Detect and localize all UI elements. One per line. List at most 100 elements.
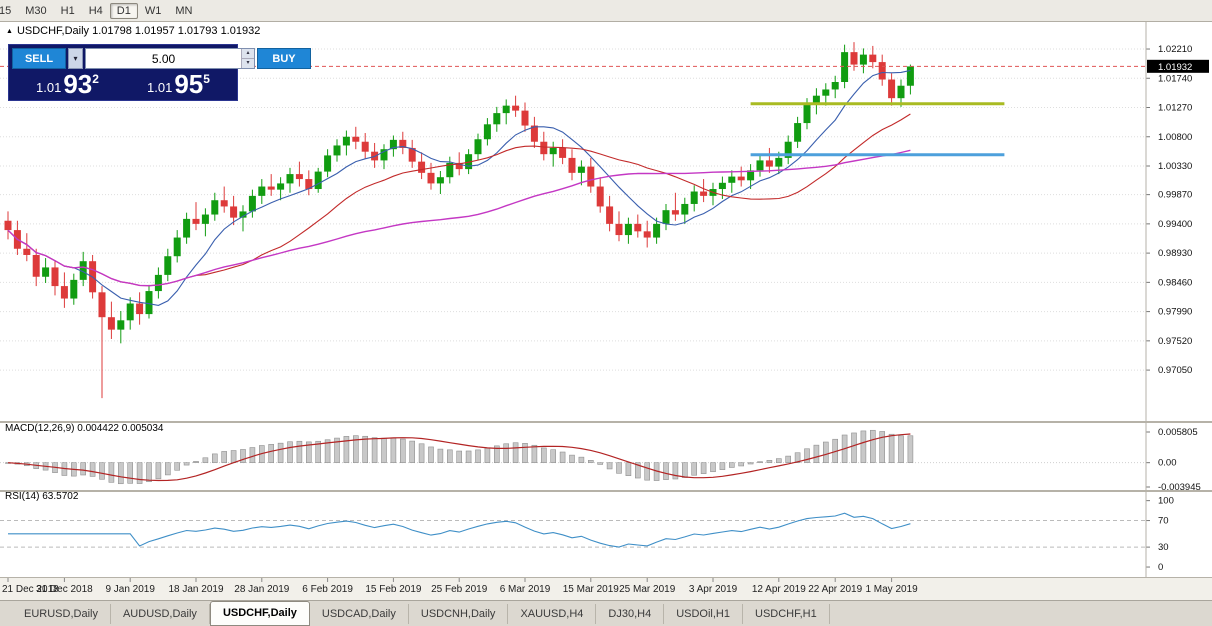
macd-bar (183, 462, 190, 466)
timeframe-button-d1[interactable]: D1 (109, 2, 138, 19)
macd-bar (606, 462, 613, 470)
macd-bar (136, 462, 143, 484)
timeframe-button-h1[interactable]: H1 (54, 3, 82, 19)
macd-bar (118, 462, 124, 485)
macd-bar (710, 462, 716, 473)
timeframe-button-h4[interactable]: H4 (82, 3, 110, 19)
candle-body (502, 105, 510, 114)
macd-bar (428, 446, 434, 463)
order-options-dropdown[interactable]: ▾ (68, 48, 83, 69)
candle-body (4, 220, 12, 231)
macd-bar (277, 442, 284, 463)
chart-canvas[interactable]: 1.022101.017401.012701.008001.003300.998… (0, 22, 1212, 600)
date-axis-label: 9 Jan 2019 (105, 584, 155, 595)
candle-body (220, 200, 228, 207)
pane-divider[interactable] (0, 490, 1212, 492)
chart-tab-dj30-h4[interactable]: DJ30,H4 (596, 603, 665, 624)
macd-bar (352, 435, 359, 463)
chart-tab-usdoil-h1[interactable]: USDOil,H1 (664, 603, 743, 624)
candle-body (671, 210, 679, 215)
macd-bar (634, 462, 641, 479)
sell-price-pip-digit: 2 (92, 72, 99, 86)
macd-bar (484, 447, 491, 463)
candle-body (248, 195, 256, 212)
candle-body (145, 291, 153, 315)
price-axis-label: 0.97050 (1158, 365, 1192, 376)
volume-field: ▴ ▾ (85, 48, 255, 69)
candle-body (728, 176, 736, 183)
candle-body (888, 79, 896, 99)
macd-bar (719, 462, 726, 470)
candle-body (784, 141, 792, 158)
macd-bar (240, 449, 246, 463)
volume-increase-button[interactable]: ▴ (242, 49, 254, 59)
timeframe-button-m30[interactable]: M30 (18, 3, 53, 19)
macd-bar (851, 432, 857, 463)
macd-bar (174, 462, 180, 471)
rsi-axis-label: 100 (1158, 496, 1174, 507)
rsi-axis-label: 70 (1158, 516, 1169, 527)
one-click-trading-panel: SELL ▾ ▴ ▾ BUY 1.01 93 2 1.0 (8, 44, 311, 101)
buy-price-display: 1.01 95 5 (123, 71, 234, 97)
price-axis-label: 1.01740 (1158, 73, 1192, 84)
macd-bar (775, 458, 782, 463)
candle-body (643, 231, 651, 238)
candle-body (859, 54, 867, 65)
candle-body (60, 286, 68, 299)
macd-bar (559, 451, 566, 463)
macd-bar (879, 431, 886, 463)
chart-tab-audusd-daily[interactable]: AUDUSD,Daily (111, 603, 210, 624)
symbol-marker-icon: ▲ (6, 27, 13, 35)
candle-body (841, 52, 849, 82)
candle-body (756, 160, 764, 171)
candle-body (803, 104, 811, 124)
timeframe-button-w1[interactable]: W1 (138, 3, 169, 19)
timeframe-button-15[interactable]: 15 (0, 3, 18, 19)
sell-price-display: 1.01 93 2 (12, 69, 123, 99)
timeframe-button-mn[interactable]: MN (168, 3, 199, 19)
chart-tab-usdchf-daily[interactable]: USDCHF,Daily (209, 601, 310, 626)
candle-body (606, 206, 614, 224)
chart-tab-usdchf-h1[interactable]: USDCHF,H1 (743, 603, 830, 624)
chart-tab-usdcnh-daily[interactable]: USDCNH,Daily (409, 603, 509, 624)
candle-body (418, 161, 426, 173)
date-axis-label: 15 Mar 2019 (563, 584, 620, 595)
candle-body (136, 303, 144, 315)
volume-decrease-button[interactable]: ▾ (242, 59, 254, 68)
macd-bar (616, 462, 622, 474)
price-axis-label: 0.98460 (1158, 277, 1192, 288)
macd-bar (465, 450, 472, 463)
macd-bar (99, 462, 105, 480)
macd-bar (644, 462, 651, 481)
date-axis-label: 31 Dec 2018 (36, 584, 93, 595)
candle-body (512, 105, 520, 111)
candle-body (211, 200, 219, 215)
chart-tab-xauusd-h4[interactable]: XAUUSD,H4 (508, 603, 597, 624)
pane-divider[interactable] (0, 421, 1212, 423)
candle-body (427, 172, 435, 184)
candle-body (286, 174, 294, 184)
buy-button[interactable]: BUY (257, 48, 311, 69)
macd-bar (315, 440, 322, 463)
date-axis-label: 21 Dec 2018 (2, 584, 59, 595)
candle-body (436, 177, 444, 184)
date-axis-label: 3 Apr 2019 (689, 584, 738, 595)
macd-bar (193, 461, 199, 463)
price-axis-label: 1.02210 (1158, 44, 1192, 55)
macd-bar (127, 462, 133, 484)
sell-price-big-digits: 93 (63, 69, 93, 99)
chart-tab-eurusd-daily[interactable]: EURUSD,Daily (12, 603, 111, 624)
macd-bar (381, 437, 387, 463)
candle-body (483, 124, 491, 140)
candle-body (164, 256, 172, 275)
candle-body (258, 186, 266, 196)
date-axis-label: 25 Mar 2019 (619, 584, 676, 595)
volume-input[interactable] (86, 49, 241, 68)
sell-button[interactable]: SELL (12, 48, 66, 69)
macd-bar (343, 436, 350, 463)
chevron-down-icon: ▾ (73, 54, 78, 63)
chart-tab-usdcad-daily[interactable]: USDCAD,Daily (310, 603, 409, 624)
macd-bar (155, 462, 162, 480)
macd-histogram (5, 429, 914, 485)
candle-body (42, 267, 50, 277)
